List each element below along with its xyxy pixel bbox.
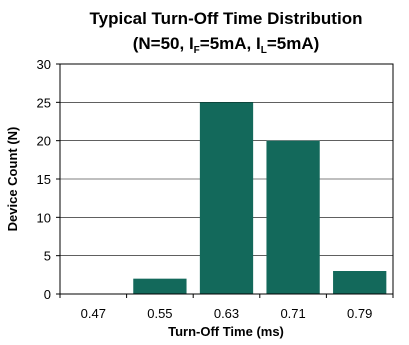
bar-0.79 (333, 271, 387, 294)
y-tick-label: 0 (44, 287, 51, 302)
y-tick-label: 20 (37, 134, 51, 149)
y-tick-label: 5 (44, 249, 51, 264)
x-axis-title: Turn-Off Time (ms) (168, 324, 284, 339)
x-tick-label: 0.63 (214, 306, 239, 321)
y-tick-label: 15 (37, 172, 51, 187)
x-tick-labels: 0.47 0.55 0.63 0.71 0.79 (59, 294, 394, 321)
bars (133, 102, 387, 294)
chart-title-line-1: Typical Turn-Off Time Distribution (90, 9, 363, 28)
x-tick-label: 0.71 (280, 306, 305, 321)
y-tick-label: 30 (37, 57, 51, 72)
y-tick-label: 10 (37, 210, 51, 225)
x-tick-label: 0.79 (347, 306, 372, 321)
bar-0.63 (199, 102, 254, 294)
chart-title-line-2: (N=50, IF=5mA, IL=5mA) (133, 34, 320, 56)
x-tick-label: 0.55 (147, 306, 172, 321)
y-axis-title: Device Count (N) (5, 127, 20, 232)
bar-0.71 (266, 140, 320, 294)
bar-0.55 (133, 278, 187, 294)
y-tick-labels: 0 5 10 15 20 25 30 (37, 57, 60, 302)
y-tick-label: 25 (37, 95, 51, 110)
x-tick-label: 0.47 (81, 306, 106, 321)
